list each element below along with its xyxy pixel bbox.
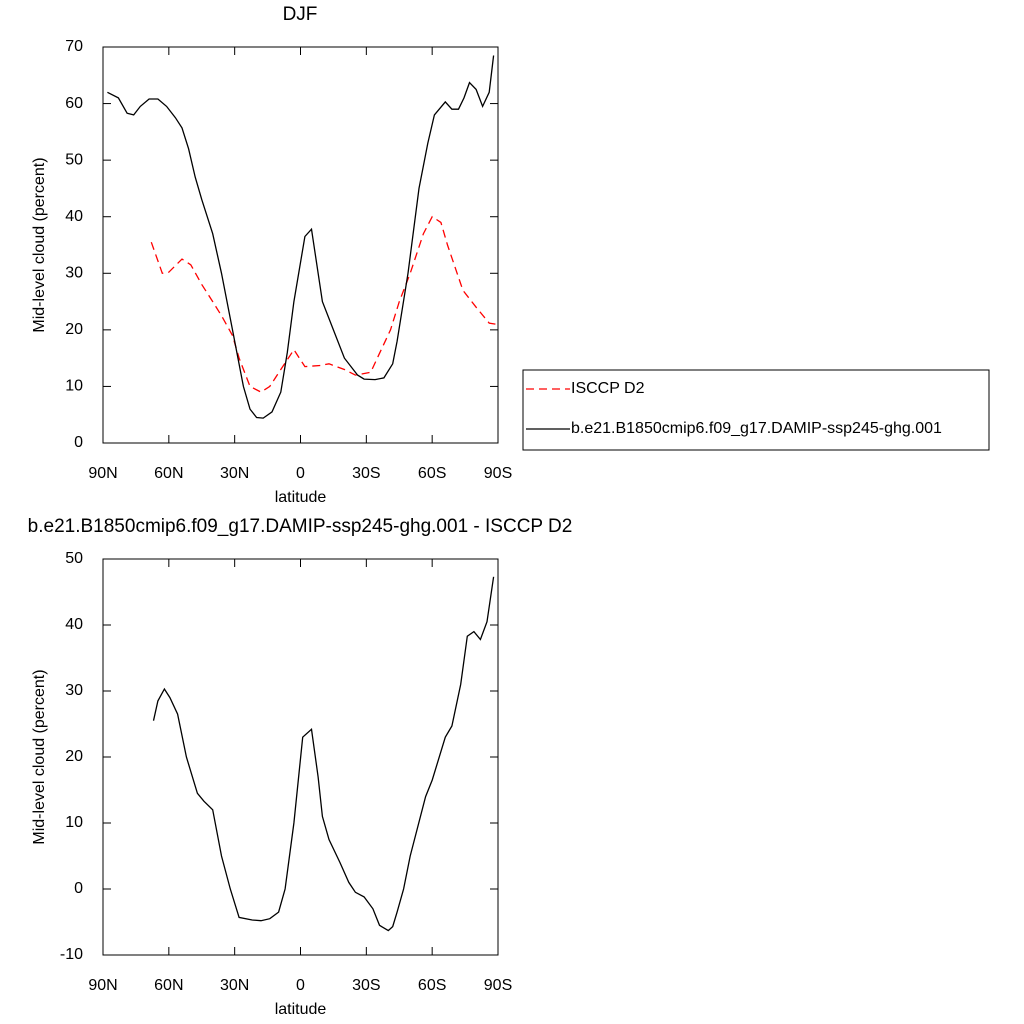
data-line: [107, 55, 495, 419]
x-tick-label: 60S: [418, 977, 446, 994]
x-tick-label: 90S: [484, 977, 512, 994]
y-tick-label: 60: [65, 95, 83, 112]
y-tick-label: 50: [65, 550, 83, 567]
plot-frame: [102, 46, 499, 444]
x-tick-label: 60S: [418, 465, 446, 482]
y-tick-label: 10: [65, 814, 83, 831]
x-axis-label: latitude: [275, 1001, 327, 1018]
y-axis-label: Mid-level cloud (percent): [31, 157, 48, 332]
y-tick-label: 40: [65, 208, 83, 225]
data-line: [152, 576, 495, 932]
y-axis-label: Mid-level cloud (percent): [31, 669, 48, 844]
x-axis-label: latitude: [275, 489, 327, 506]
chart-title: b.e21.B1850cmip6.f09_g17.DAMIP-ssp245-gh…: [28, 516, 573, 537]
x-tick-label: 0: [296, 977, 305, 994]
x-tick-label: 90N: [88, 977, 117, 994]
y-tick-label: 10: [65, 378, 83, 395]
y-tick-label: 70: [65, 38, 83, 55]
x-tick-label: 60N: [154, 977, 183, 994]
chart-title: DJF: [283, 4, 318, 25]
x-tick-label: 0: [296, 465, 305, 482]
x-tick-label: 30N: [220, 977, 249, 994]
x-tick-label: 60N: [154, 465, 183, 482]
y-tick-label: -10: [60, 946, 83, 963]
y-tick-label: 30: [65, 265, 83, 282]
x-tick-label: 90N: [88, 465, 117, 482]
y-tick-label: 40: [65, 616, 83, 633]
x-tick-label: 30S: [352, 977, 380, 994]
y-tick-label: 0: [74, 434, 83, 451]
y-tick-label: 50: [65, 151, 83, 168]
y-tick-label: 30: [65, 682, 83, 699]
y-tick-label: 20: [65, 748, 83, 765]
data-line: [150, 215, 496, 393]
x-tick-label: 30N: [220, 465, 249, 482]
x-tick-label: 30S: [352, 465, 380, 482]
legend-label: b.e21.B1850cmip6.f09_g17.DAMIP-ssp245-gh…: [571, 420, 942, 437]
y-tick-label: 20: [65, 321, 83, 338]
y-tick-label: 0: [74, 880, 83, 897]
legend-label: ISCCP D2: [571, 380, 645, 397]
x-tick-label: 90S: [484, 465, 512, 482]
legend-box: [522, 369, 990, 451]
